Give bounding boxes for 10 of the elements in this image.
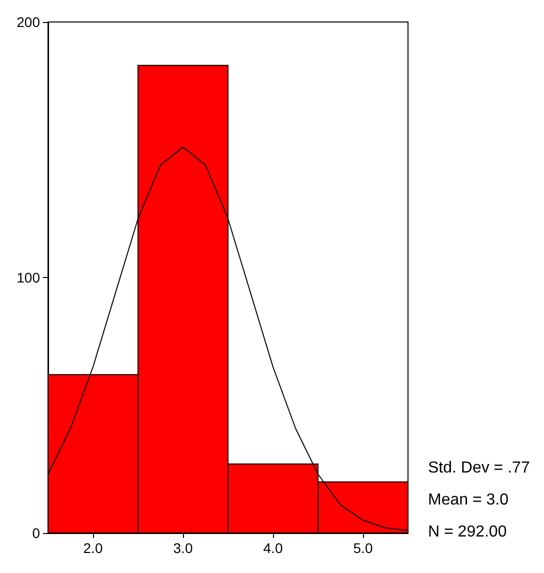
text: Std. Dev = .77: [428, 460, 530, 476]
text: N = 292.00: [428, 524, 507, 540]
x-tick-label: 3.0: [173, 540, 193, 556]
y-tick-label: 0: [32, 525, 40, 541]
text: Mean = 3.0: [428, 492, 509, 508]
y-tick-label: 100: [16, 270, 40, 286]
x-tick-label: 2.0: [83, 540, 103, 556]
x-tick-label: 5.0: [353, 540, 373, 556]
x-tick-label: 4.0: [263, 540, 283, 556]
y-tick-label: 200: [16, 14, 40, 30]
